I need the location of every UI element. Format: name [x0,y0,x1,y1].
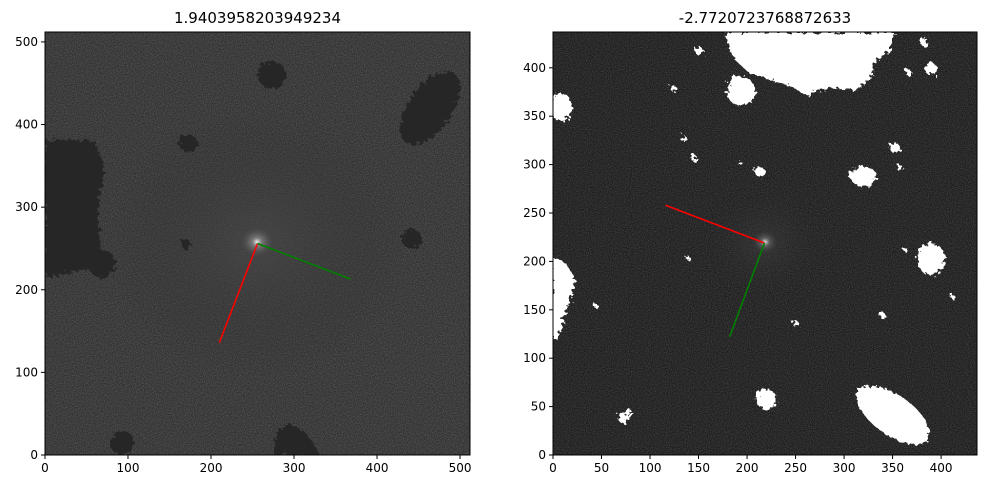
x-tick-label: 100 [639,461,662,475]
x-tick-label: 100 [117,461,140,475]
panel-left: 1.9403958203949234 0 100 200 300 400 500 0 100 2… [15,9,471,475]
y-tick-label: 100 [523,351,546,365]
x-tick-label: 300 [283,461,306,475]
y-tick-label: 350 [523,109,546,123]
y-tick-label: 500 [15,35,38,49]
y-tick-label: 200 [523,254,546,268]
panel-right-lines [665,204,766,338]
x-tick-label: 250 [784,461,807,475]
x-tick-label: 400 [366,461,389,475]
y-tick-label: 0 [538,448,546,462]
panel-right-ticks: 0 50 100 150 200 250 300 350 400 0 50 100 150 200 250 3… [523,61,952,475]
x-tick-label: 400 [930,461,953,475]
x-tick-label: 350 [881,461,904,475]
y-tick-label: 100 [15,365,38,379]
panel-left-title: 1.9403958203949234 [174,9,341,27]
masked-regions-white [553,32,954,445]
panel-left-ticks: 0 100 200 300 400 500 0 100 200 300 400 500 [15,35,471,475]
y-tick-label: 300 [15,200,38,214]
panel-left-lines [218,242,351,343]
masked-regions [45,61,461,455]
x-tick-label: 200 [200,461,223,475]
y-tick-label: 50 [531,400,546,414]
y-tick-label: 0 [30,448,38,462]
x-tick-label: 0 [41,461,49,475]
y-tick-label: 250 [523,206,546,220]
x-tick-label: 150 [687,461,710,475]
y-tick-label: 200 [15,283,38,297]
x-tick-label: 500 [449,461,472,475]
red-axis-line [218,243,259,343]
panel-right: -2.7720723768872633 [523,9,978,475]
panel-right-title: -2.7720723768872633 [679,9,851,27]
y-tick-label: 150 [523,303,546,317]
green-axis-line [728,242,766,338]
y-tick-label: 400 [15,118,38,132]
green-axis-line [257,242,351,280]
y-tick-label: 400 [523,61,546,75]
x-tick-label: 200 [736,461,759,475]
x-tick-label: 50 [594,461,609,475]
x-tick-label: 0 [549,461,557,475]
x-tick-label: 300 [833,461,856,475]
y-tick-label: 300 [523,158,546,172]
red-axis-line [665,204,765,244]
